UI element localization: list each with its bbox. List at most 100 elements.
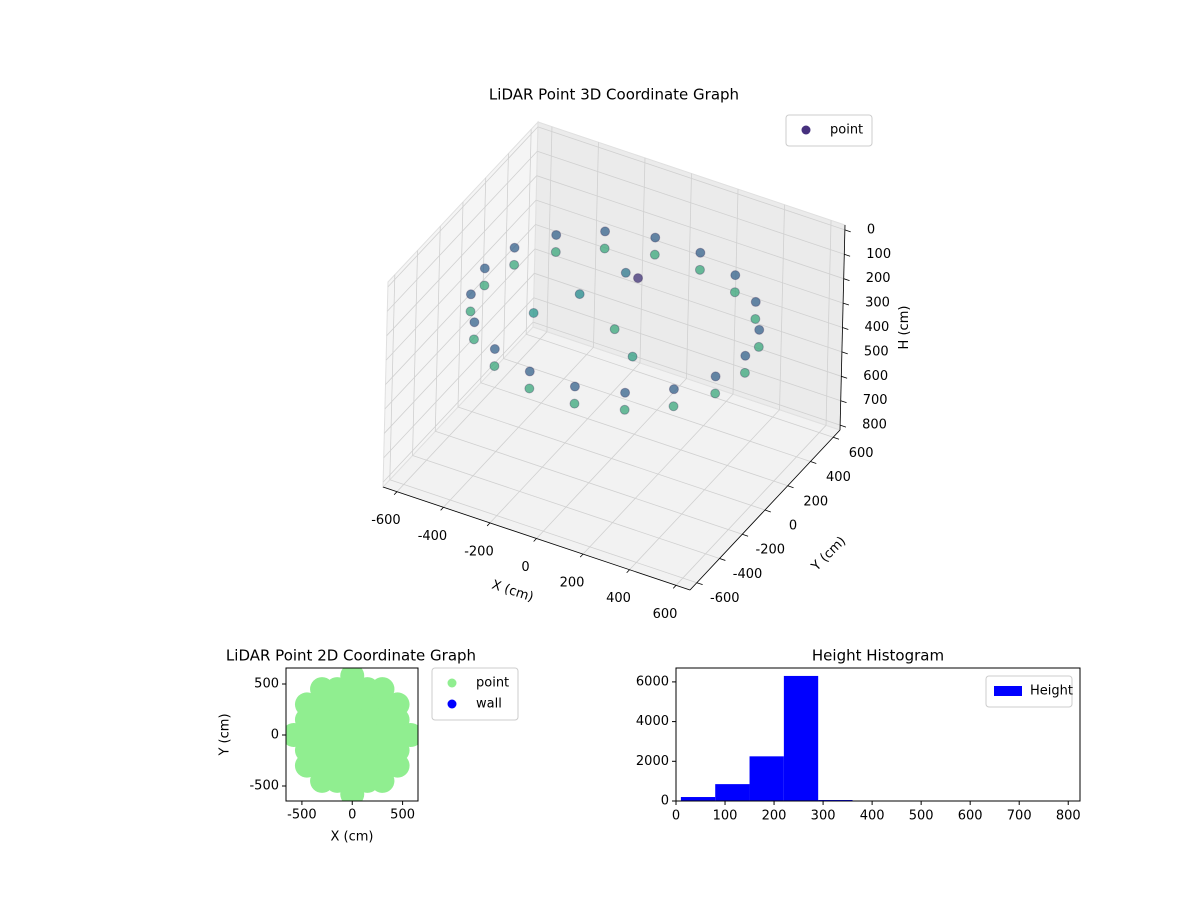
z-tick-label: 200 bbox=[866, 271, 891, 286]
y-tick-label: 6000 bbox=[636, 674, 669, 689]
grid-line bbox=[384, 248, 536, 410]
point bbox=[710, 388, 721, 399]
y-tick bbox=[742, 533, 749, 537]
x-tick-label: 0 bbox=[672, 809, 680, 824]
x-tick-label: 400 bbox=[606, 591, 631, 606]
z-tick-label: 100 bbox=[866, 247, 891, 262]
grid-line bbox=[385, 224, 536, 385]
legend-label: point bbox=[476, 676, 509, 691]
point bbox=[524, 383, 535, 394]
grid-line bbox=[480, 382, 788, 487]
grid-line bbox=[533, 297, 841, 402]
points bbox=[286, 668, 418, 801]
z-tick bbox=[839, 424, 847, 428]
x-tick bbox=[393, 491, 398, 495]
x-axis-label: X (cm) bbox=[331, 830, 374, 845]
grid-line bbox=[503, 358, 811, 462]
point bbox=[398, 723, 418, 748]
point bbox=[574, 289, 585, 300]
grid-line bbox=[536, 175, 844, 280]
point bbox=[633, 273, 644, 284]
point bbox=[753, 341, 764, 352]
point bbox=[750, 296, 761, 307]
bar bbox=[715, 784, 750, 801]
bar bbox=[783, 675, 819, 801]
y-tick-label: 0 bbox=[661, 794, 669, 809]
z-tick bbox=[841, 351, 848, 355]
point bbox=[569, 398, 580, 409]
y-axis-label: Y (cm) bbox=[218, 713, 233, 756]
point bbox=[479, 263, 490, 274]
grid-line bbox=[384, 273, 535, 434]
grid-line bbox=[386, 175, 537, 336]
y-tick-label: 0 bbox=[271, 728, 279, 743]
legend-marker bbox=[801, 125, 811, 135]
legend-box bbox=[985, 675, 1073, 708]
point bbox=[740, 350, 751, 361]
y-tick bbox=[833, 436, 840, 440]
point bbox=[569, 381, 580, 392]
point bbox=[509, 259, 520, 270]
point bbox=[479, 280, 490, 291]
x-tick bbox=[533, 538, 537, 542]
z-tick bbox=[844, 253, 851, 257]
x-tick-label: 500 bbox=[909, 809, 934, 824]
x-tick bbox=[486, 522, 491, 527]
y-tick-label: 4000 bbox=[636, 714, 669, 729]
legend-label: Height bbox=[1030, 684, 1073, 699]
point bbox=[469, 317, 480, 328]
grid-line bbox=[534, 272, 842, 377]
point bbox=[600, 226, 611, 237]
point bbox=[599, 243, 610, 254]
bar bbox=[749, 756, 784, 801]
z-tick-label: 400 bbox=[865, 320, 890, 335]
point bbox=[340, 782, 365, 801]
point bbox=[750, 313, 761, 324]
z-tick bbox=[843, 278, 850, 282]
point bbox=[650, 232, 661, 243]
z-tick-label: 700 bbox=[863, 393, 888, 408]
x-tick bbox=[672, 585, 677, 589]
x-tick-label: 300 bbox=[811, 809, 836, 824]
point bbox=[609, 324, 620, 335]
y-axis-line bbox=[689, 429, 841, 591]
y-tick-label: 200 bbox=[803, 494, 828, 509]
chart-title: Height Histogram bbox=[812, 647, 944, 665]
z-tick bbox=[844, 229, 851, 233]
points bbox=[465, 226, 765, 415]
y-tick bbox=[696, 582, 703, 586]
point bbox=[694, 264, 705, 275]
x-tick-label: 200 bbox=[762, 809, 787, 824]
z-tick-label: 500 bbox=[864, 344, 889, 359]
point bbox=[739, 367, 750, 378]
legend-label: point bbox=[830, 123, 863, 138]
z-tick-label: 300 bbox=[865, 296, 890, 311]
legend-label: wall bbox=[476, 697, 502, 712]
point bbox=[649, 249, 660, 260]
z-axis-label: H (cm) bbox=[897, 306, 912, 350]
x-tick-label: -500 bbox=[287, 808, 317, 823]
grid-line bbox=[386, 151, 538, 312]
grid-line bbox=[382, 321, 534, 483]
z-tick-label: 800 bbox=[862, 418, 887, 433]
axes-frame bbox=[675, 667, 1081, 802]
point bbox=[385, 753, 410, 778]
point bbox=[489, 361, 500, 372]
grid-line bbox=[526, 333, 834, 438]
bar bbox=[680, 797, 716, 801]
point bbox=[551, 229, 562, 240]
x-tick-label: -600 bbox=[371, 513, 401, 528]
y-tick bbox=[810, 461, 817, 464]
y-tick-label: 2000 bbox=[636, 754, 669, 769]
point bbox=[619, 404, 630, 415]
x-tick-label: 600 bbox=[958, 809, 983, 824]
x-tick bbox=[626, 569, 630, 574]
point bbox=[550, 247, 561, 258]
y-tick-label: 400 bbox=[826, 470, 851, 485]
point bbox=[528, 307, 539, 318]
z-tick bbox=[840, 400, 847, 404]
z-axis-line bbox=[839, 224, 846, 431]
grid-line bbox=[532, 321, 841, 426]
point bbox=[620, 267, 631, 278]
